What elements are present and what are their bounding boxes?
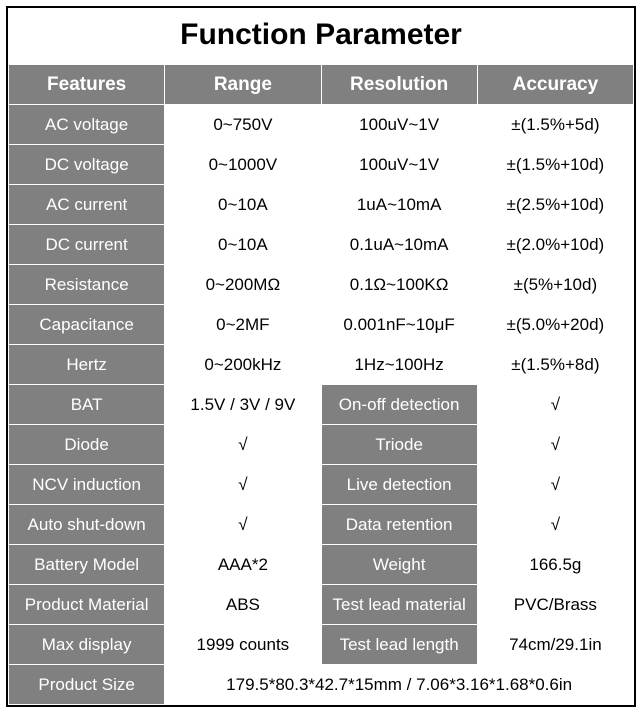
table-row: Diode √ Triode √ xyxy=(9,425,634,465)
table-row: BAT 1.5V / 3V / 9V On-off detection √ xyxy=(9,385,634,425)
accuracy-value: ±(1.5%+10d) xyxy=(477,145,633,185)
table-row: DC voltage 0~1000V 100uV~1V ±(1.5%+10d) xyxy=(9,145,634,185)
pair-right-label: Test lead length xyxy=(321,625,477,665)
table-row: Battery Model AAA*2 Weight 166.5g xyxy=(9,545,634,585)
range-value: 0~750V xyxy=(165,105,321,145)
feature-label: AC voltage xyxy=(9,105,165,145)
pair-left-value: √ xyxy=(165,505,321,545)
pair-left-value: 1999 counts xyxy=(165,625,321,665)
pair-right-value: 166.5g xyxy=(477,545,633,585)
feature-label: DC current xyxy=(9,225,165,265)
pair-right-value: √ xyxy=(477,425,633,465)
pair-right-label: Live detection xyxy=(321,465,477,505)
feature-label: DC voltage xyxy=(9,145,165,185)
accuracy-value: ±(2.5%+10d) xyxy=(477,185,633,225)
table-row: Auto shut-down √ Data retention √ xyxy=(9,505,634,545)
pair-right-value: √ xyxy=(477,465,633,505)
table-row: AC current 0~10A 1uA~10mA ±(2.5%+10d) xyxy=(9,185,634,225)
feature-label: Resistance xyxy=(9,265,165,305)
table-row: Capacitance 0~2MF 0.001nF~10μF ±(5.0%+20… xyxy=(9,305,634,345)
resolution-value: 100uV~1V xyxy=(321,145,477,185)
pair-right-label: Data retention xyxy=(321,505,477,545)
feature-label: Hertz xyxy=(9,345,165,385)
pair-right-value: √ xyxy=(477,505,633,545)
table-row: Max display 1999 counts Test lead length… xyxy=(9,625,634,665)
page-title: Function Parameter xyxy=(8,8,634,64)
header-features: Features xyxy=(9,65,165,105)
pair-right-value: PVC/Brass xyxy=(477,585,633,625)
size-label: Product Size xyxy=(9,665,165,705)
resolution-value: 1uA~10mA xyxy=(321,185,477,225)
pair-left-label: Auto shut-down xyxy=(9,505,165,545)
feature-label: AC current xyxy=(9,185,165,225)
pair-left-label: Product Material xyxy=(9,585,165,625)
accuracy-value: ±(1.5%+8d) xyxy=(477,345,633,385)
header-range: Range xyxy=(165,65,321,105)
table-row: AC voltage 0~750V 100uV~1V ±(1.5%+5d) xyxy=(9,105,634,145)
range-value: 0~200MΩ xyxy=(165,265,321,305)
header-row: Features Range Resolution Accuracy xyxy=(9,65,634,105)
range-value: 0~10A xyxy=(165,185,321,225)
pair-right-label: Triode xyxy=(321,425,477,465)
pair-left-value: √ xyxy=(165,425,321,465)
table-row: Hertz 0~200kHz 1Hz~100Hz ±(1.5%+8d) xyxy=(9,345,634,385)
resolution-value: 0.1Ω~100KΩ xyxy=(321,265,477,305)
accuracy-value: ±(2.0%+10d) xyxy=(477,225,633,265)
pair-right-label: On-off detection xyxy=(321,385,477,425)
accuracy-value: ±(1.5%+5d) xyxy=(477,105,633,145)
header-resolution: Resolution xyxy=(321,65,477,105)
table-row: DC current 0~10A 0.1uA~10mA ±(2.0%+10d) xyxy=(9,225,634,265)
pair-left-value: AAA*2 xyxy=(165,545,321,585)
table-body: Features Range Resolution Accuracy AC vo… xyxy=(9,65,634,705)
pair-right-label: Test lead material xyxy=(321,585,477,625)
resolution-value: 100uV~1V xyxy=(321,105,477,145)
pair-right-value: 74cm/29.1in xyxy=(477,625,633,665)
range-value: 0~1000V xyxy=(165,145,321,185)
resolution-value: 0.001nF~10μF xyxy=(321,305,477,345)
range-value: 0~200kHz xyxy=(165,345,321,385)
pair-left-label: Diode xyxy=(9,425,165,465)
table-container: Function Parameter Features Range Resolu… xyxy=(6,6,636,707)
resolution-value: 0.1uA~10mA xyxy=(321,225,477,265)
pair-left-label: Max display xyxy=(9,625,165,665)
pair-right-label: Weight xyxy=(321,545,477,585)
size-row: Product Size 179.5*80.3*42.7*15mm / 7.06… xyxy=(9,665,634,705)
pair-left-value: 1.5V / 3V / 9V xyxy=(165,385,321,425)
feature-label: Capacitance xyxy=(9,305,165,345)
pair-left-label: BAT xyxy=(9,385,165,425)
resolution-value: 1Hz~100Hz xyxy=(321,345,477,385)
pair-left-value: ABS xyxy=(165,585,321,625)
spec-table: Features Range Resolution Accuracy AC vo… xyxy=(8,64,634,705)
pair-left-value: √ xyxy=(165,465,321,505)
table-row: NCV induction √ Live detection √ xyxy=(9,465,634,505)
pair-left-label: Battery Model xyxy=(9,545,165,585)
table-row: Resistance 0~200MΩ 0.1Ω~100KΩ ±(5%+10d) xyxy=(9,265,634,305)
pair-left-label: NCV induction xyxy=(9,465,165,505)
accuracy-value: ±(5.0%+20d) xyxy=(477,305,633,345)
range-value: 0~10A xyxy=(165,225,321,265)
size-value: 179.5*80.3*42.7*15mm / 7.06*3.16*1.68*0.… xyxy=(165,665,634,705)
range-value: 0~2MF xyxy=(165,305,321,345)
header-accuracy: Accuracy xyxy=(477,65,633,105)
pair-right-value: √ xyxy=(477,385,633,425)
accuracy-value: ±(5%+10d) xyxy=(477,265,633,305)
table-row: Product Material ABS Test lead material … xyxy=(9,585,634,625)
